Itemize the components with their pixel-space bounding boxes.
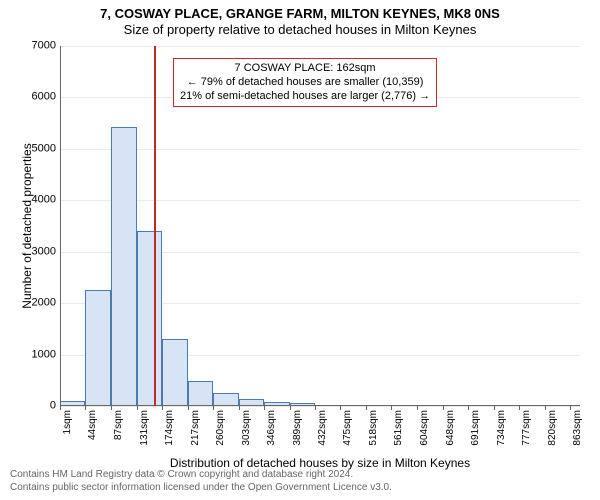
x-tick-mark [188, 406, 189, 410]
property-marker-line [154, 46, 156, 406]
histogram-plot: 010002000300040005000600070001sqm44sqm87… [60, 46, 580, 406]
x-tick-mark [494, 406, 495, 410]
gridline [60, 200, 580, 201]
callout-line: ← 79% of detached houses are smaller (10… [180, 76, 430, 90]
y-tick-label: 4000 [16, 195, 56, 206]
x-tick-mark [519, 406, 520, 410]
histogram-bar [111, 127, 137, 406]
histogram-bar [85, 290, 110, 406]
x-tick-mark [417, 406, 418, 410]
x-tick-mark [111, 406, 112, 410]
property-callout-box: 7 COSWAY PLACE: 162sqm← 79% of detached … [173, 58, 437, 107]
x-tick-mark [315, 406, 316, 410]
footer-attribution: Contains HM Land Registry data © Crown c… [10, 469, 392, 494]
footer-line-1: Contains HM Land Registry data © Crown c… [10, 469, 392, 482]
y-tick-label: 7000 [16, 41, 56, 52]
plot-area: Number of detached properties 0100020003… [60, 46, 580, 406]
x-tick-mark [264, 406, 265, 410]
gridline [60, 46, 580, 47]
y-tick-label: 1000 [16, 349, 56, 360]
gridline [60, 149, 580, 150]
histogram-bar [188, 381, 213, 406]
x-tick-mark [545, 406, 546, 410]
x-tick-mark [239, 406, 240, 410]
x-axis-label: Distribution of detached houses by size … [60, 456, 580, 470]
callout-line: 7 COSWAY PLACE: 162sqm [180, 62, 430, 76]
x-axis-line [60, 405, 580, 406]
histogram-bar [137, 231, 162, 406]
x-tick-mark [137, 406, 138, 410]
x-tick-mark [443, 406, 444, 410]
x-tick-mark [366, 406, 367, 410]
y-tick-label: 6000 [16, 92, 56, 103]
y-tick-label: 0 [16, 401, 56, 412]
chart-container: 7, COSWAY PLACE, GRANGE FARM, MILTON KEY… [0, 0, 600, 500]
chart-title: 7, COSWAY PLACE, GRANGE FARM, MILTON KEY… [0, 0, 600, 21]
y-axis-line [60, 46, 61, 406]
y-tick-label: 2000 [16, 298, 56, 309]
y-tick-label: 3000 [16, 246, 56, 257]
x-tick-mark [60, 406, 61, 410]
chart-subtitle: Size of property relative to detached ho… [0, 21, 600, 37]
footer-line-2: Contains public sector information licen… [10, 482, 392, 495]
histogram-bar [162, 339, 187, 406]
y-tick-label: 5000 [16, 143, 56, 154]
x-tick-mark [570, 406, 571, 410]
x-tick-mark [290, 406, 291, 410]
callout-line: 21% of semi-detached houses are larger (… [180, 90, 430, 104]
gridline [60, 406, 580, 407]
